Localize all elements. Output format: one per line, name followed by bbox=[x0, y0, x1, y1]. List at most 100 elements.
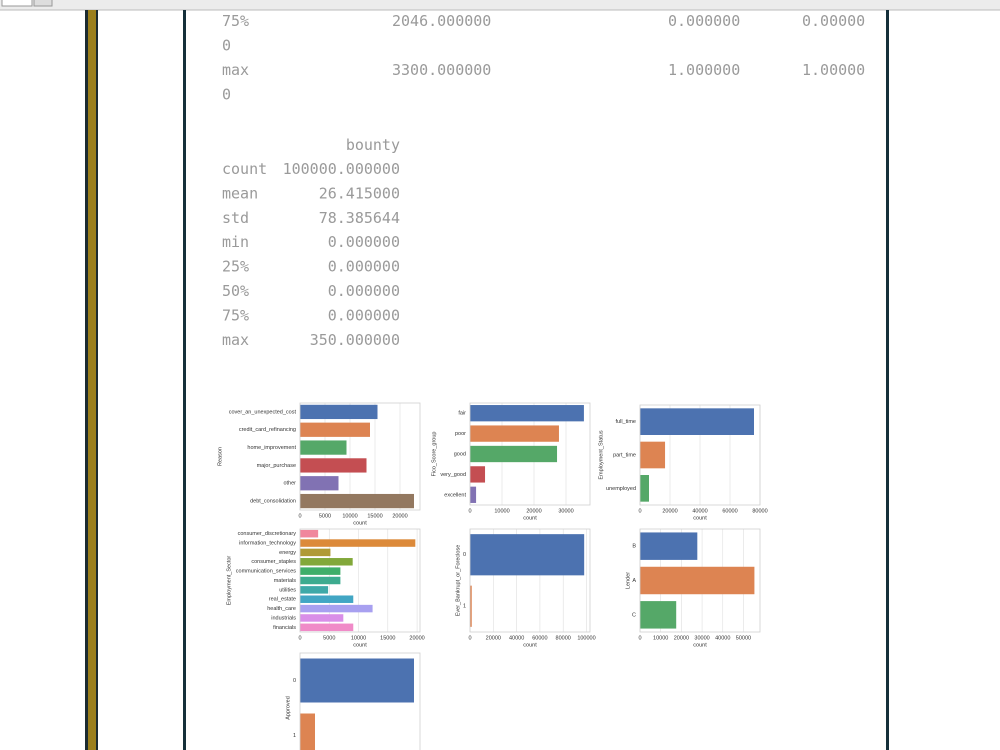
y-tick-label: 0 bbox=[293, 678, 296, 684]
plot-frame bbox=[639, 404, 761, 506]
plot-frame bbox=[299, 652, 421, 750]
bar bbox=[300, 558, 353, 566]
x-tick-label: 0 bbox=[468, 508, 471, 514]
bar bbox=[300, 529, 319, 538]
row-label: std bbox=[222, 209, 249, 227]
y-tick-label: home_improvement bbox=[247, 445, 296, 451]
bar bbox=[300, 422, 370, 437]
row-value: 350.000000 bbox=[310, 331, 400, 349]
x-tick-label: 20000 bbox=[392, 513, 407, 519]
output-cell: 75% bbox=[222, 12, 249, 30]
output-cell: 3300.000000 bbox=[392, 61, 491, 79]
bar bbox=[470, 534, 585, 576]
bar bbox=[300, 658, 414, 703]
y-tick-label: credit_card_refinancing bbox=[239, 427, 296, 433]
row-value: 0.000000 bbox=[328, 258, 400, 276]
bar bbox=[300, 539, 416, 547]
x-tick-label: 40000 bbox=[692, 508, 707, 514]
y-tick-label: 1 bbox=[293, 733, 296, 739]
y-tick-label: financials bbox=[273, 625, 296, 631]
x-tick-label: 5000 bbox=[319, 513, 331, 519]
row-label: 25% bbox=[222, 258, 249, 276]
sidebar-stripe bbox=[88, 10, 96, 750]
y-tick-label: excellent bbox=[444, 492, 466, 498]
x-tick-label: 30000 bbox=[558, 508, 573, 514]
plot-frame bbox=[469, 528, 591, 633]
bar bbox=[470, 445, 558, 463]
y-tick-label: industrials bbox=[271, 615, 296, 621]
output-cell: 0.000000 bbox=[668, 12, 740, 30]
row-value: 78.385644 bbox=[319, 209, 400, 227]
y-tick-label: utilities bbox=[279, 587, 296, 593]
chart: 0 5000 10000 15000 20000 cover_an_unexpected_… bbox=[217, 402, 421, 526]
toolbar-button[interactable] bbox=[33, 0, 53, 7]
bar bbox=[300, 614, 344, 622]
x-axis-label: count bbox=[693, 515, 707, 521]
chart: 0 20000 40000 60000 80000 full_time part_timeu… bbox=[598, 404, 768, 521]
x-tick-label: 10000 bbox=[342, 513, 357, 519]
x-tick-label: 10000 bbox=[494, 508, 509, 514]
bar bbox=[300, 623, 354, 632]
output-cell: 0 bbox=[222, 37, 231, 55]
bar bbox=[640, 566, 755, 595]
row-value: 0.000000 bbox=[328, 233, 400, 251]
bar bbox=[300, 576, 341, 585]
y-tick-label: debt_consolidation bbox=[250, 499, 296, 505]
output-cell: 0 bbox=[222, 86, 231, 104]
row-label: min bbox=[222, 233, 249, 251]
bar bbox=[300, 440, 347, 455]
row-label: count bbox=[222, 160, 267, 178]
chart: 0 20000 40000 60000 80000 100000 0 1 count Ever_B… bbox=[455, 528, 596, 648]
y-tick-label: major_purchase bbox=[257, 463, 296, 469]
bar bbox=[470, 405, 584, 422]
y-tick-label: other bbox=[283, 481, 296, 487]
bar bbox=[640, 408, 754, 435]
toolbar-input[interactable] bbox=[1, 0, 33, 7]
x-tick-label: 40000 bbox=[715, 635, 730, 641]
bar bbox=[470, 585, 472, 627]
bar bbox=[640, 532, 698, 560]
row-label: mean bbox=[222, 184, 258, 202]
y-tick-label: fair bbox=[458, 411, 466, 417]
plot-frame bbox=[299, 528, 421, 633]
x-tick-label: 40000 bbox=[509, 635, 524, 641]
y-axis-label: Employment_Sector bbox=[226, 556, 232, 606]
y-axis-label: Lender bbox=[625, 572, 631, 589]
bar bbox=[300, 476, 339, 491]
x-tick-label: 50000 bbox=[736, 635, 751, 641]
x-axis-label: count bbox=[523, 515, 537, 521]
y-tick-label: part_time bbox=[613, 452, 636, 458]
bar bbox=[300, 713, 315, 750]
bar bbox=[470, 466, 486, 483]
y-tick-label: real_estate bbox=[269, 597, 296, 603]
bar bbox=[300, 604, 373, 613]
y-tick-label: poor bbox=[455, 431, 466, 437]
x-tick-label: 15000 bbox=[380, 635, 395, 641]
y-tick-label: 0 bbox=[463, 552, 466, 558]
y-axis-label: Ever_Bankrupt_or_Foreclose bbox=[455, 545, 461, 617]
sidebar-edge bbox=[96, 10, 98, 750]
x-tick-label: 0 bbox=[298, 635, 301, 641]
bar bbox=[300, 493, 414, 509]
row-value: 0.000000 bbox=[328, 282, 400, 300]
output-cell: 2046.000000 bbox=[392, 12, 491, 30]
bar bbox=[640, 441, 666, 469]
y-tick-label: consumer_staples bbox=[251, 559, 296, 565]
row-label: max bbox=[222, 331, 249, 349]
y-tick-label: consumer_discretionary bbox=[238, 531, 297, 537]
output-cell: 1.00000 bbox=[802, 61, 865, 79]
y-axis-label: Fico_Score_group bbox=[431, 432, 437, 477]
table-header: bounty bbox=[346, 136, 400, 154]
x-tick-label: 20000 bbox=[526, 508, 541, 514]
y-axis-label: Reason bbox=[217, 447, 223, 466]
x-tick-label: 80000 bbox=[752, 508, 767, 514]
bar bbox=[640, 601, 677, 629]
output-cell: 0.00000 bbox=[802, 12, 865, 30]
y-tick-label: materials bbox=[274, 578, 297, 584]
x-tick-label: 20000 bbox=[674, 635, 689, 641]
output-cell: 1.000000 bbox=[668, 61, 740, 79]
x-tick-label: 10000 bbox=[351, 635, 366, 641]
bar bbox=[300, 567, 341, 575]
